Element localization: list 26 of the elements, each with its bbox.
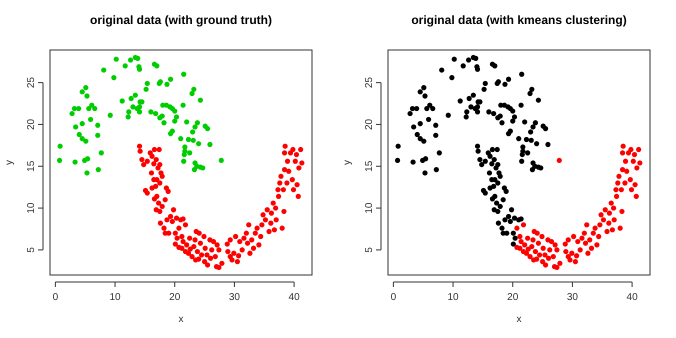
x-axis-title: x (516, 314, 522, 325)
x-tick-label: 10 (447, 292, 460, 303)
y-tick-label: 25 (26, 76, 37, 88)
x-tick-label: 40 (626, 292, 638, 303)
y-tick-label: 5 (364, 246, 375, 253)
y-tick-label: 5 (26, 246, 37, 253)
x-tick-label: 10 (109, 292, 122, 303)
y-tick-label: 15 (26, 160, 37, 172)
x-tick-label: 30 (228, 292, 240, 303)
y-axis-title: y (342, 160, 353, 165)
y-axis-title: y (4, 160, 15, 165)
x-tick-label: 0 (390, 292, 397, 303)
y-tick-label: 25 (364, 76, 375, 88)
x-axis-title: x (178, 314, 184, 325)
chart-title: original data (with ground truth) (90, 13, 272, 27)
x-tick-label: 20 (507, 292, 519, 303)
x-tick-label: 0 (52, 292, 59, 303)
x-tick-label: 20 (169, 292, 181, 303)
y-tick-label: 20 (364, 118, 375, 130)
x-tick-label: 40 (288, 292, 300, 303)
x-tick-label: 30 (566, 292, 578, 303)
chart-title: original data (with kmeans clustering) (411, 13, 627, 27)
y-tick-label: 15 (364, 160, 375, 172)
y-tick-label: 10 (364, 202, 375, 214)
y-tick-label: 20 (26, 118, 37, 130)
y-tick-label: 10 (26, 202, 37, 214)
